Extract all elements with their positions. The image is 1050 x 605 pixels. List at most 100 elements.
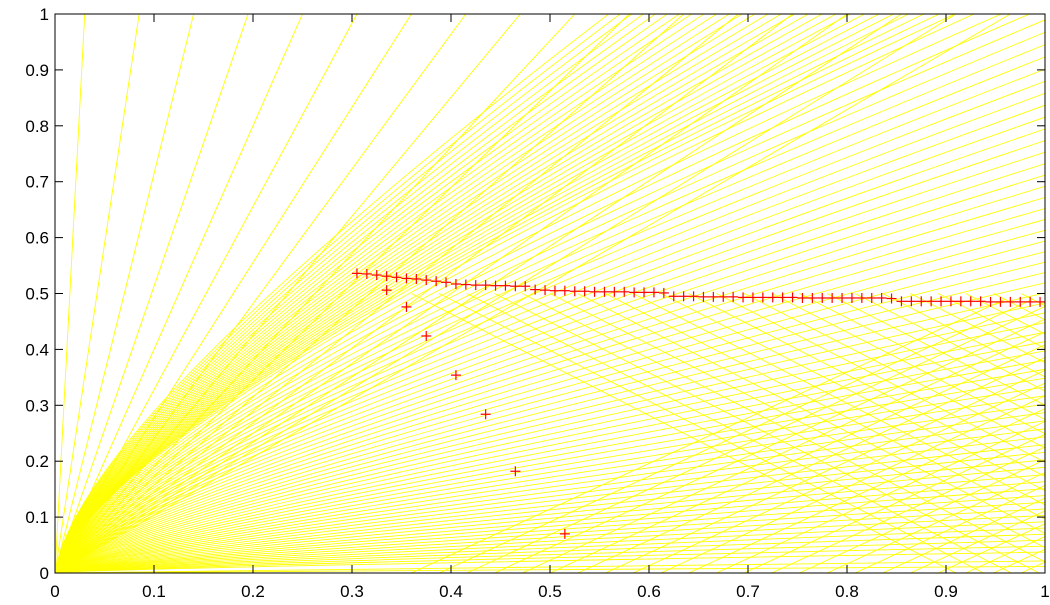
fan-line bbox=[55, 14, 633, 573]
fan-line bbox=[55, 545, 1045, 573]
data-point bbox=[549, 285, 560, 296]
fan-line bbox=[55, 116, 1045, 573]
x-tick-label: 0.1 bbox=[142, 582, 166, 601]
x-tick-label: 0.2 bbox=[241, 582, 265, 601]
reflected-line bbox=[605, 293, 1045, 520]
y-tick-label: 0.6 bbox=[25, 229, 49, 248]
y-tick-label: 0.8 bbox=[25, 117, 49, 136]
ray-line bbox=[55, 14, 86, 573]
y-tick-label: 0.1 bbox=[25, 508, 49, 527]
ray-line bbox=[55, 14, 521, 573]
fan-line bbox=[55, 14, 756, 573]
fan-line bbox=[55, 92, 1045, 573]
reflected-line bbox=[910, 510, 1045, 573]
fan-line bbox=[55, 322, 1045, 573]
fan-line bbox=[55, 359, 1045, 573]
reflected-line bbox=[411, 298, 1006, 573]
fan-line bbox=[55, 14, 1031, 573]
reflected-line bbox=[799, 293, 1045, 421]
ray-line bbox=[55, 14, 957, 573]
y-tick-label: 0.9 bbox=[25, 61, 49, 80]
fan-line bbox=[55, 31, 1045, 573]
data-point bbox=[381, 271, 392, 282]
ray-line bbox=[55, 14, 576, 573]
data-point bbox=[837, 292, 848, 303]
shock-markers bbox=[351, 268, 1045, 539]
data-point bbox=[738, 292, 749, 303]
fan-line bbox=[55, 521, 1045, 573]
fan-line bbox=[55, 14, 1003, 573]
fan-line bbox=[55, 451, 1045, 573]
fan-line bbox=[55, 14, 657, 573]
data-point bbox=[401, 301, 412, 312]
reflected-line bbox=[827, 472, 1045, 573]
x-tick-label: 0.4 bbox=[439, 582, 463, 601]
data-point bbox=[639, 287, 650, 298]
data-point bbox=[777, 292, 788, 303]
y-tick-label: 0.3 bbox=[25, 396, 49, 415]
reflected-line bbox=[466, 293, 1012, 573]
data-point bbox=[936, 296, 947, 307]
ray-line bbox=[55, 14, 467, 573]
fan-line bbox=[55, 14, 941, 573]
data-point bbox=[1025, 296, 1036, 307]
x-tick-label: 0.6 bbox=[637, 582, 661, 601]
data-point bbox=[876, 292, 887, 303]
data-point bbox=[589, 286, 600, 297]
data-point bbox=[411, 273, 422, 284]
reflected-line bbox=[799, 459, 1045, 573]
reflected-line bbox=[632, 293, 1045, 506]
data-point bbox=[421, 330, 432, 341]
reflected-line bbox=[688, 408, 1045, 573]
fan-line bbox=[55, 163, 1045, 573]
data-point bbox=[926, 296, 937, 307]
fan-line bbox=[55, 466, 1045, 573]
data-point bbox=[718, 291, 729, 302]
data-point bbox=[807, 292, 818, 303]
data-point bbox=[757, 292, 768, 303]
reflected-line bbox=[660, 395, 1045, 573]
fan-line bbox=[55, 527, 1045, 573]
ray-line bbox=[55, 14, 358, 573]
data-point bbox=[1035, 296, 1045, 307]
data-point bbox=[658, 287, 669, 298]
data-point bbox=[450, 370, 461, 381]
y-tick-label: 0.7 bbox=[25, 173, 49, 192]
data-point bbox=[747, 292, 758, 303]
data-point bbox=[906, 296, 917, 307]
fan-line bbox=[55, 377, 1045, 573]
fan-line bbox=[55, 386, 1045, 573]
ray-line bbox=[55, 14, 793, 573]
fan-line bbox=[55, 14, 705, 573]
fan-line bbox=[55, 14, 910, 573]
data-point bbox=[945, 296, 956, 307]
fan-line bbox=[55, 459, 1045, 573]
fan-line bbox=[55, 14, 810, 573]
reflected-line bbox=[716, 293, 1045, 463]
ray-line bbox=[55, 14, 140, 573]
fan-line bbox=[55, 14, 769, 573]
data-point bbox=[530, 284, 541, 295]
data-point bbox=[500, 280, 511, 291]
fan-line bbox=[55, 14, 925, 573]
data-point bbox=[609, 286, 620, 297]
fan-line bbox=[55, 14, 645, 573]
ray-line bbox=[55, 14, 249, 573]
fan-line bbox=[55, 272, 1045, 573]
fan-line bbox=[55, 174, 1045, 573]
reflected-line bbox=[577, 293, 1045, 534]
fan-line bbox=[55, 14, 976, 573]
reflected-line bbox=[771, 293, 1045, 435]
fan-line bbox=[55, 436, 1045, 573]
data-point bbox=[1005, 296, 1016, 307]
x-tick-label: 0.7 bbox=[736, 582, 760, 601]
fan-line bbox=[55, 80, 1045, 573]
fan-line bbox=[55, 508, 1045, 573]
ray-line bbox=[55, 14, 902, 573]
data-point bbox=[381, 285, 392, 296]
reflected-line bbox=[522, 331, 1045, 573]
fan-line bbox=[55, 14, 881, 573]
data-point bbox=[559, 528, 570, 539]
ray-line bbox=[55, 14, 739, 573]
data-point bbox=[787, 292, 798, 303]
